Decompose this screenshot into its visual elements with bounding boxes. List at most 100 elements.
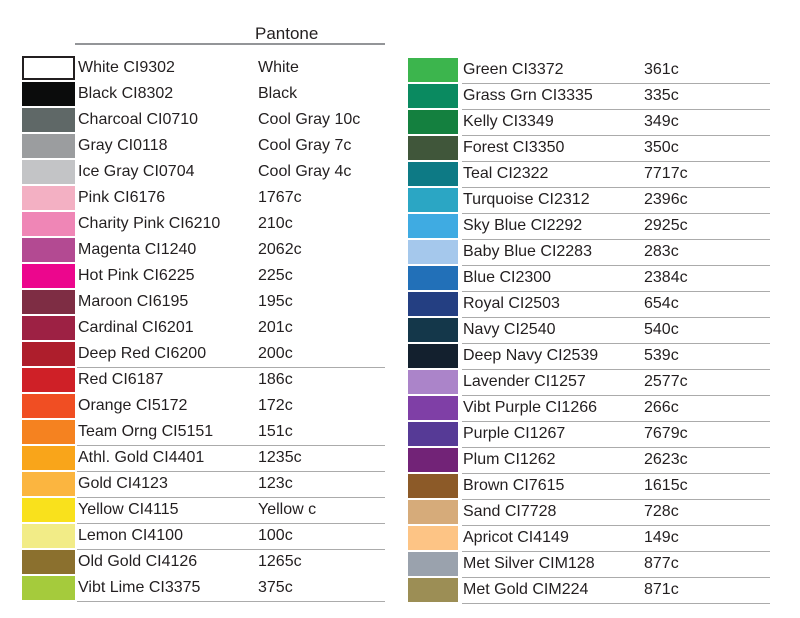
color-row-left-7: Magenta CI1240 2062c [22, 238, 385, 264]
color-name-and-code: Red CI6187 [78, 371, 164, 388]
color-row-left-16: Gold CI4123 123c [22, 472, 385, 498]
color-row-right-0: Green CI3372 361c [408, 58, 770, 84]
color-swatch [22, 472, 75, 496]
pantone-value: 151c [258, 423, 293, 440]
pantone-value: Yellow c [258, 501, 317, 518]
color-swatch [22, 576, 75, 600]
color-row-right-6: Sky Blue CI2292 2925c [408, 214, 770, 240]
color-name-and-code: Grass Grn CI3335 [463, 87, 593, 104]
color-row-right-10: Navy CI2540 540c [408, 318, 770, 344]
pantone-value: 1265c [258, 553, 302, 570]
color-swatch [408, 422, 458, 446]
color-name-and-code: Deep Red CI6200 [78, 345, 207, 362]
pantone-column-header: Pantone [255, 24, 319, 43]
color-swatch [408, 58, 458, 82]
color-name-and-code: Lavender CI1257 [463, 373, 586, 390]
pantone-value: 100c [258, 527, 293, 544]
color-name-and-code: Teal CI2322 [463, 165, 549, 182]
pantone-value: 201c [258, 319, 293, 336]
color-row-right-5: Turquoise CI2312 2396c [408, 188, 770, 214]
color-row-left-17: Yellow CI4115 Yellow c [22, 498, 385, 524]
color-swatch [408, 396, 458, 420]
color-row-right-19: Met Silver CIM128 877c [408, 552, 770, 578]
color-name-and-code: Apricot CI4149 [463, 529, 569, 546]
pantone-value: 1235c [258, 449, 302, 466]
color-name-and-code: Gold CI4123 [78, 475, 168, 492]
pantone-value: 728c [644, 503, 679, 520]
color-name-and-code: Met Silver CIM128 [463, 555, 595, 572]
color-swatch [22, 82, 75, 106]
pantone-value: 350c [644, 139, 679, 156]
color-name-and-code: Sky Blue CI2292 [463, 217, 583, 234]
color-swatch [22, 186, 75, 210]
color-swatch [22, 212, 75, 236]
color-name-and-code: Navy CI2540 [463, 321, 556, 338]
pantone-value: 186c [258, 371, 293, 388]
color-name-and-code: Sand CI7728 [463, 503, 557, 520]
color-swatch [22, 394, 75, 418]
pantone-value: 871c [644, 581, 679, 598]
color-row-right-4: Teal CI2322 7717c [408, 162, 770, 188]
color-swatch [408, 110, 458, 134]
color-name-and-code: Gray CI0118 [78, 137, 168, 154]
color-row-right-13: Vibt Purple CI1266 266c [408, 396, 770, 422]
pantone-value: 2396c [644, 191, 688, 208]
color-swatch [22, 316, 75, 340]
color-swatch [22, 498, 75, 522]
color-swatch [22, 368, 75, 392]
color-name-and-code: Orange CI5172 [78, 397, 188, 414]
color-swatch [408, 448, 458, 472]
color-row-left-8: Hot Pink CI6225 225c [22, 264, 385, 290]
color-column-right: Green CI3372 361c Grass Grn CI3335 335c Kell… [408, 58, 770, 604]
color-row-right-11: Deep Navy CI2539 539c [408, 344, 770, 370]
color-row-left-5: Pink CI6176 1767c [22, 186, 385, 212]
pantone-value: 2384c [644, 269, 688, 286]
pantone-value: 195c [258, 293, 293, 310]
color-name-and-code: Hot Pink CI6225 [78, 267, 195, 284]
pantone-value: Cool Gray 7c [258, 137, 352, 154]
color-row-right-14: Purple CI1267 7679c [408, 422, 770, 448]
color-row-right-2: Kelly CI3349 349c [408, 110, 770, 136]
color-swatch [408, 240, 458, 264]
pantone-value: Black [258, 85, 298, 102]
color-swatch [22, 446, 75, 470]
color-swatch [408, 214, 458, 238]
pantone-value: 123c [258, 475, 293, 492]
color-name-and-code: Vibt Lime CI3375 [78, 579, 201, 596]
color-row-left-10: Cardinal CI6201 201c [22, 316, 385, 342]
color-name-and-code: Forest CI3350 [463, 139, 565, 156]
color-row-right-12: Lavender CI1257 2577c [408, 370, 770, 396]
color-row-left-15: Athl. Gold CI4401 1235c [22, 446, 385, 472]
color-swatch [22, 238, 75, 262]
color-row-right-3: Forest CI3350 350c [408, 136, 770, 162]
color-column-left: White CI9302 White Black CI8302 Black Charco… [22, 56, 385, 602]
color-name-and-code: Maroon CI6195 [78, 293, 189, 310]
pantone-value: 349c [644, 113, 679, 130]
color-name-and-code: Plum CI1262 [463, 451, 556, 468]
pantone-value: 2623c [644, 451, 688, 468]
color-name-and-code: Deep Navy CI2539 [463, 347, 599, 364]
color-swatch [22, 420, 75, 444]
color-name-and-code: Blue CI2300 [463, 269, 552, 286]
pantone-value: 375c [258, 579, 293, 596]
pantone-value: 225c [258, 267, 293, 284]
color-name-and-code: Royal CI2503 [463, 295, 560, 312]
color-row-left-3: Gray CI0118 Cool Gray 7c [22, 134, 385, 160]
color-swatch [408, 500, 458, 524]
color-row-right-9: Royal CI2503 654c [408, 292, 770, 318]
color-row-right-7: Baby Blue CI2283 283c [408, 240, 770, 266]
color-name-and-code: Charity Pink CI6210 [78, 215, 221, 232]
color-row-left-18: Lemon CI4100 100c [22, 524, 385, 550]
color-name-and-code: Black CI8302 [78, 85, 174, 102]
color-swatch [408, 370, 458, 394]
pantone-value: 1767c [258, 189, 302, 206]
color-name-and-code: Met Gold CIM224 [463, 581, 589, 598]
color-row-right-15: Plum CI1262 2623c [408, 448, 770, 474]
pantone-value: 361c [644, 61, 679, 78]
pantone-value: 149c [644, 529, 679, 546]
pantone-value: 210c [258, 215, 293, 232]
color-swatch [22, 524, 75, 548]
color-swatch [22, 342, 75, 366]
color-row-left-20: Vibt Lime CI3375 375c [22, 576, 385, 602]
color-swatch [408, 318, 458, 342]
